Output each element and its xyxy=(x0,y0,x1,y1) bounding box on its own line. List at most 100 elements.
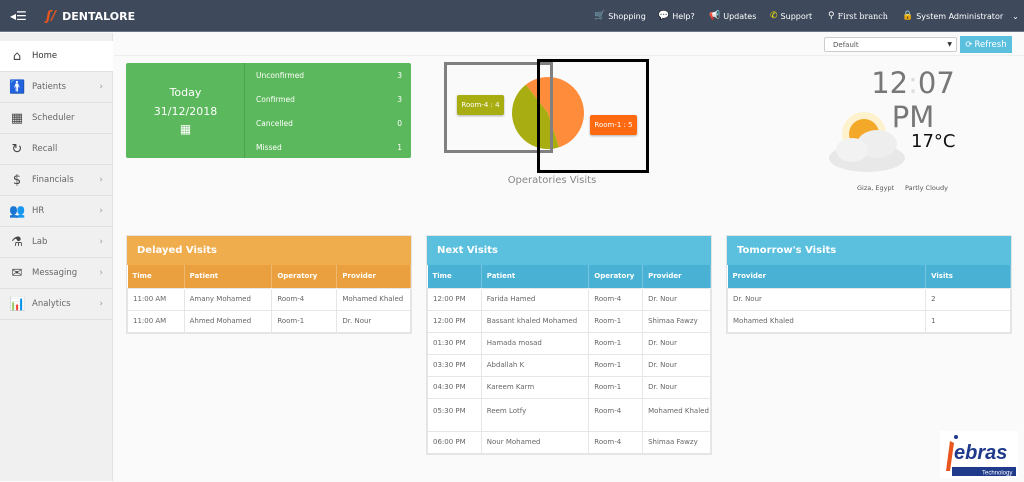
sidebar-item-patients[interactable]: 🚹 Patients › xyxy=(0,72,113,103)
sidebar-item-label: Messaging xyxy=(32,268,78,278)
column-header[interactable]: Provider xyxy=(727,265,927,288)
column-header[interactable]: Operatory xyxy=(588,265,644,288)
table-cell: 12:00 PM xyxy=(427,309,482,333)
column-header[interactable]: Time xyxy=(427,265,482,288)
sidebar-item-label: Recall xyxy=(32,144,58,154)
svg-text:ebras: ebras xyxy=(954,442,1007,464)
table-cell: Dr. Nour xyxy=(642,375,711,399)
sidebar-item-label: Financials xyxy=(32,175,74,185)
divider xyxy=(114,55,1024,56)
table-row[interactable]: Dr. Nour 2 xyxy=(726,287,1011,311)
table-cell: Nour Mohamed xyxy=(480,430,590,454)
tomorrow-visits-table: Provider Visits Dr. Nour 2 Mohamed Khaled 1 xyxy=(726,265,1011,333)
sidebar-item-home[interactable]: ⌂ Home xyxy=(0,41,113,72)
table-row[interactable]: 05:30 PM Reem Lotfy Room-4 Mohamed Khaled xyxy=(427,397,711,432)
column-header[interactable]: Operatory xyxy=(271,265,338,288)
table-cell: Room-1 xyxy=(588,353,644,377)
table-row[interactable]: 01:30 PM Hamada mosad Room-1 Dr. Nour xyxy=(427,331,711,355)
table-cell: 11:00 AM xyxy=(127,309,185,333)
stat-missed: Missed 1 xyxy=(256,143,402,152)
sidebar-item-label: Analytics xyxy=(32,299,71,309)
column-header[interactable]: Visits xyxy=(925,265,1011,288)
sidebar-item-label: HR xyxy=(32,206,45,216)
svg-text:Technology: Technology xyxy=(982,471,1012,477)
nav-support[interactable]: ✆ Support xyxy=(770,11,812,21)
redo-icon: ↻ xyxy=(11,141,23,157)
column-header[interactable]: Provider xyxy=(642,265,711,288)
weather-condition: Partly Cloudy xyxy=(905,184,948,192)
brand-name: DENTALORE xyxy=(62,10,136,23)
table-row[interactable]: 12:00 PM Bassant khaled Mohamed Room-1 Shim… xyxy=(427,309,711,333)
user-menu[interactable]: 🔒 System Administrator ⌄ xyxy=(902,11,1019,21)
nav-label: System Administrator xyxy=(916,11,1004,21)
table-cell: 12:00 PM xyxy=(427,287,482,311)
sidebar-item-financials[interactable]: $ Financials › xyxy=(0,165,113,196)
column-header[interactable]: Patient xyxy=(184,265,273,288)
pie-slice-room-4[interactable] xyxy=(511,84,560,149)
today-summary-card: Today 31/12/2018 ▦ Unconfirmed 3 Confirme… xyxy=(126,63,411,158)
envelope-icon: ✉ xyxy=(11,265,23,281)
sidebar-item-label: Home xyxy=(32,51,58,61)
column-header[interactable]: Provider xyxy=(336,265,411,288)
column-header[interactable]: Time xyxy=(127,265,185,288)
stat-label: Unconfirmed xyxy=(256,71,305,80)
stat-confirmed: Confirmed 3 xyxy=(256,95,402,104)
dentalore-logo-icon: ʃ/ xyxy=(46,9,57,24)
stat-label: Confirmed xyxy=(256,95,295,104)
nav-label: Shopping xyxy=(608,11,646,21)
pie-slice-room-1[interactable] xyxy=(525,77,584,148)
sidebar-item-recall[interactable]: ↻ Recall xyxy=(0,134,113,165)
nav-shopping[interactable]: 🛒 Shopping xyxy=(594,11,646,21)
table-row[interactable]: 11:00 AM Ahmed Mohamed Room-1 Dr. Nour xyxy=(127,309,411,333)
chevron-down-icon: ⌄ xyxy=(1012,11,1019,21)
table-cell: Shimaa Fawzy xyxy=(642,309,711,333)
refresh-button[interactable]: ⟳ Refresh xyxy=(960,36,1012,53)
panel-title: Delayed Visits xyxy=(127,236,411,265)
nav-updates[interactable]: 📢 Updates xyxy=(709,11,756,21)
table-row[interactable]: 03:30 PM Abdallah K Room-1 Dr. Nour xyxy=(427,353,711,377)
home-icon: ⌂ xyxy=(12,48,22,64)
table-row[interactable]: 06:00 PM Nour Mohamed Room-4 Shimaa Fawzy xyxy=(427,430,711,454)
sidebar-item-hr[interactable]: 👥 HR › xyxy=(0,196,113,227)
stat-value: 0 xyxy=(397,119,402,128)
nebras-logo: ebras Technology xyxy=(940,431,1018,478)
phone-icon: ✆ xyxy=(770,11,778,21)
nav-branch[interactable]: ⚲ First branch xyxy=(828,11,888,21)
table-cell: Dr. Nour xyxy=(642,331,711,355)
table-cell: 06:00 PM xyxy=(427,430,482,454)
sitemap-icon: ⚲ xyxy=(828,11,835,21)
stat-value: 3 xyxy=(397,95,402,104)
table-row[interactable]: 12:00 PM Farida Hamed Room-4 Dr. Nour xyxy=(427,287,711,311)
highlight-box-gray xyxy=(444,62,553,153)
chat-icon: 💬 xyxy=(658,11,670,21)
brand[interactable]: ʃ/DENTALORE xyxy=(46,9,135,24)
pie-label-room-1: Room-1 : 5 xyxy=(590,115,637,135)
nav-help[interactable]: 💬 Help? xyxy=(658,11,695,21)
operatories-pie-chart xyxy=(511,77,584,149)
table-row[interactable]: Mohamed Khaled 1 xyxy=(726,309,1011,333)
menu-toggle-icon[interactable]: ◂☰ xyxy=(10,9,27,23)
sidebar-item-messaging[interactable]: ✉ Messaging › xyxy=(0,258,113,289)
table-cell: Room-1 xyxy=(588,375,644,399)
refresh-label: Refresh xyxy=(974,39,1007,50)
sidebar-item-lab[interactable]: ⚗ Lab › xyxy=(0,227,113,258)
chart-title: Operatories Visits xyxy=(507,175,597,186)
dashboard-select[interactable]: Default ▼ xyxy=(824,37,957,52)
person-icon: 🚹 xyxy=(9,79,26,95)
table-row[interactable]: 11:00 AM Amany Mohamed Room-4 Mohamed Khale… xyxy=(127,287,411,311)
sidebar-item-analytics[interactable]: 📊 Analytics › xyxy=(0,289,113,320)
select-value: Default xyxy=(833,41,859,49)
table-cell: Dr. Nour xyxy=(726,287,927,311)
highlight-box-black xyxy=(537,59,649,173)
table-cell: Ahmed Mohamed xyxy=(183,309,273,333)
sidebar: ⌂ Home 🚹 Patients › ▦ Scheduler ↻ Recall $ Fin… xyxy=(0,33,113,481)
sidebar-item-label: Lab xyxy=(32,237,48,247)
bar-chart-icon: 📊 xyxy=(9,296,26,312)
chevron-right-icon: › xyxy=(99,82,103,92)
column-header[interactable]: Patient xyxy=(481,265,590,288)
cart-icon: 🛒 xyxy=(594,11,606,21)
sidebar-item-scheduler[interactable]: ▦ Scheduler xyxy=(0,103,113,134)
today-label: Today xyxy=(169,86,202,99)
table-row[interactable]: 04:30 PM Kareem Karm Room-1 Dr. Nour xyxy=(427,375,711,399)
caret-down-icon: ▼ xyxy=(947,41,952,48)
